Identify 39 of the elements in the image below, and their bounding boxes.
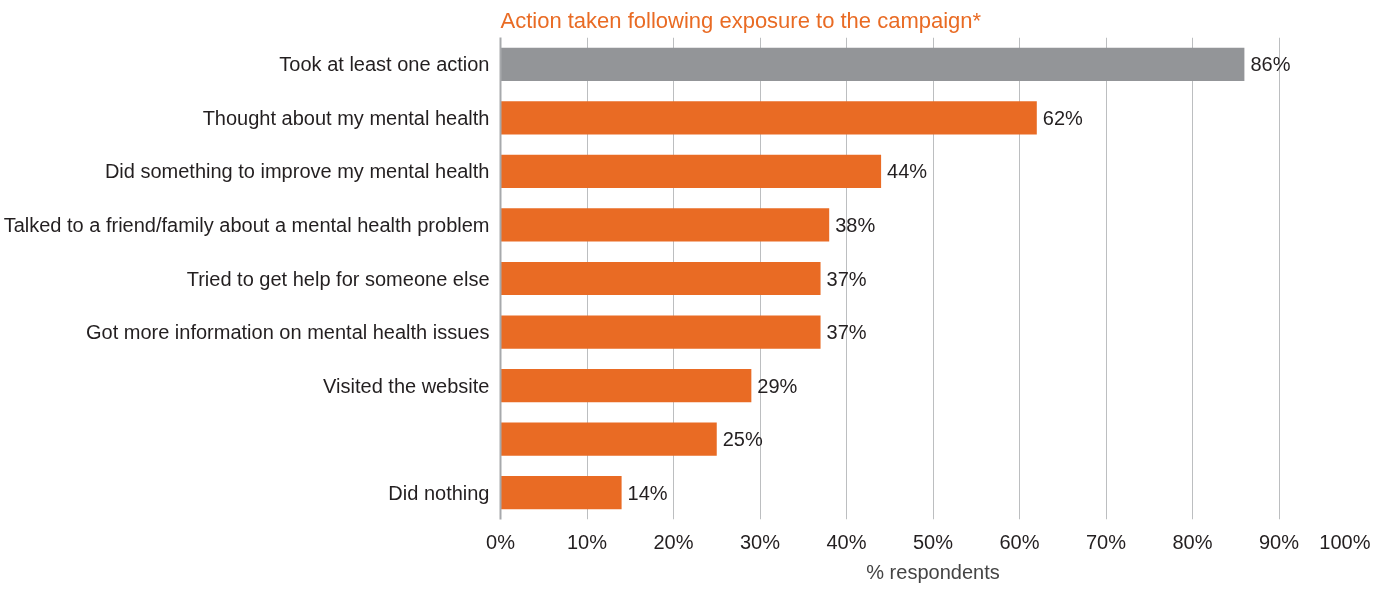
y-tick-label: Did something to improve my mental health [104,160,490,183]
bar [500,422,717,456]
data-label: 14% [627,481,668,504]
data-label: 62% [1042,106,1084,129]
x-tick-label: 0% [486,530,516,553]
x-tick-label: 90% [1258,530,1300,553]
data-label: 29% [757,374,798,397]
chart-title: Action taken following exposure to the campaign* [500,7,982,33]
bar [500,476,622,510]
x-tick-label: 70% [1085,530,1127,553]
x-tick-label: 30% [739,530,781,553]
x-tick-label: 10% [566,530,608,553]
data-label: 25% [722,428,763,451]
y-tick-label: Tried to get help for someone else [186,267,490,290]
data-label: 44% [887,160,928,183]
y-tick-label: Talked to a friend/family about a mental health problem [3,213,490,236]
x-tick-label: 60% [999,530,1040,553]
x-tick-label: 20% [653,530,694,553]
data-label: 86% [1250,53,1291,76]
y-tick-label: Visited the website [323,374,490,397]
x-tick-label: 100% [1319,530,1371,553]
data-label: 38% [835,213,876,236]
x-axis-title: % respondents [866,560,1000,583]
bar [500,261,821,296]
y-tick-label: Took at least one action [279,53,490,76]
y-tick-label: Thought about my mental health [202,106,490,129]
bar [500,101,1037,135]
y-tick-label: Did nothing [388,481,490,504]
data-label: 37% [826,321,867,344]
bar [500,369,752,403]
bar [500,208,830,242]
bar [500,315,821,349]
bar [500,154,882,188]
data-label: 37% [826,267,867,290]
x-tick-label: 80% [1172,530,1213,553]
y-tick-label: Got more information on mental health issues [85,321,490,344]
bar [500,47,1245,81]
x-tick-label: 50% [912,530,954,553]
x-tick-label: 40% [826,530,867,553]
